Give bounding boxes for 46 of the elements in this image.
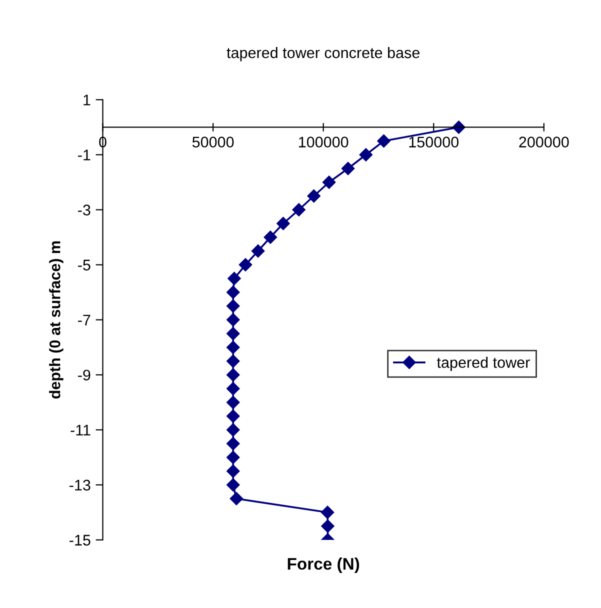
y-tick-label: -3: [78, 204, 90, 216]
point: [226, 437, 240, 450]
point: [226, 340, 240, 354]
point: [341, 162, 355, 176]
point: [226, 354, 240, 368]
point: [226, 423, 240, 436]
x-tick-label: 50000: [192, 136, 234, 148]
point: [321, 520, 334, 533]
y-tick-label: -11: [70, 424, 90, 436]
point: [238, 258, 252, 272]
point: [226, 286, 240, 299]
point: [226, 450, 240, 464]
point: [228, 272, 241, 286]
x-axis-title: Force (N): [288, 558, 360, 574]
point: [226, 396, 240, 409]
y-tick-label: -5: [78, 260, 90, 270]
point: [359, 148, 372, 162]
y-tick-label: 1: [84, 94, 90, 106]
x-tick-label: 100000: [299, 136, 348, 148]
point: [307, 189, 320, 203]
point: [322, 176, 336, 189]
point: [320, 506, 334, 519]
legend-label: tapered tower: [436, 356, 530, 371]
point: [230, 492, 244, 506]
point: [226, 410, 240, 423]
point: [226, 382, 240, 396]
point: [276, 216, 290, 230]
point: [226, 368, 240, 382]
y-tick-label: -9: [78, 370, 90, 381]
point: [226, 478, 240, 492]
point: [226, 326, 240, 340]
y-axis-title: depth (0 at surface) m: [49, 241, 64, 399]
point: [292, 203, 306, 216]
point: [226, 313, 240, 326]
point: [264, 230, 277, 244]
point: [226, 464, 240, 478]
point: [226, 299, 240, 313]
x-tick-label: 150000: [409, 136, 459, 148]
y-tick-label: -1: [78, 150, 90, 160]
y-tick-label: -15: [70, 534, 90, 546]
point: [251, 244, 265, 258]
y-tick-label: -13: [70, 480, 90, 491]
point: [377, 134, 390, 148]
chart-title: tapered tower concrete base: [226, 46, 420, 62]
y-tick-label: -7: [78, 314, 90, 326]
x-tick-label: 200000: [519, 136, 569, 148]
